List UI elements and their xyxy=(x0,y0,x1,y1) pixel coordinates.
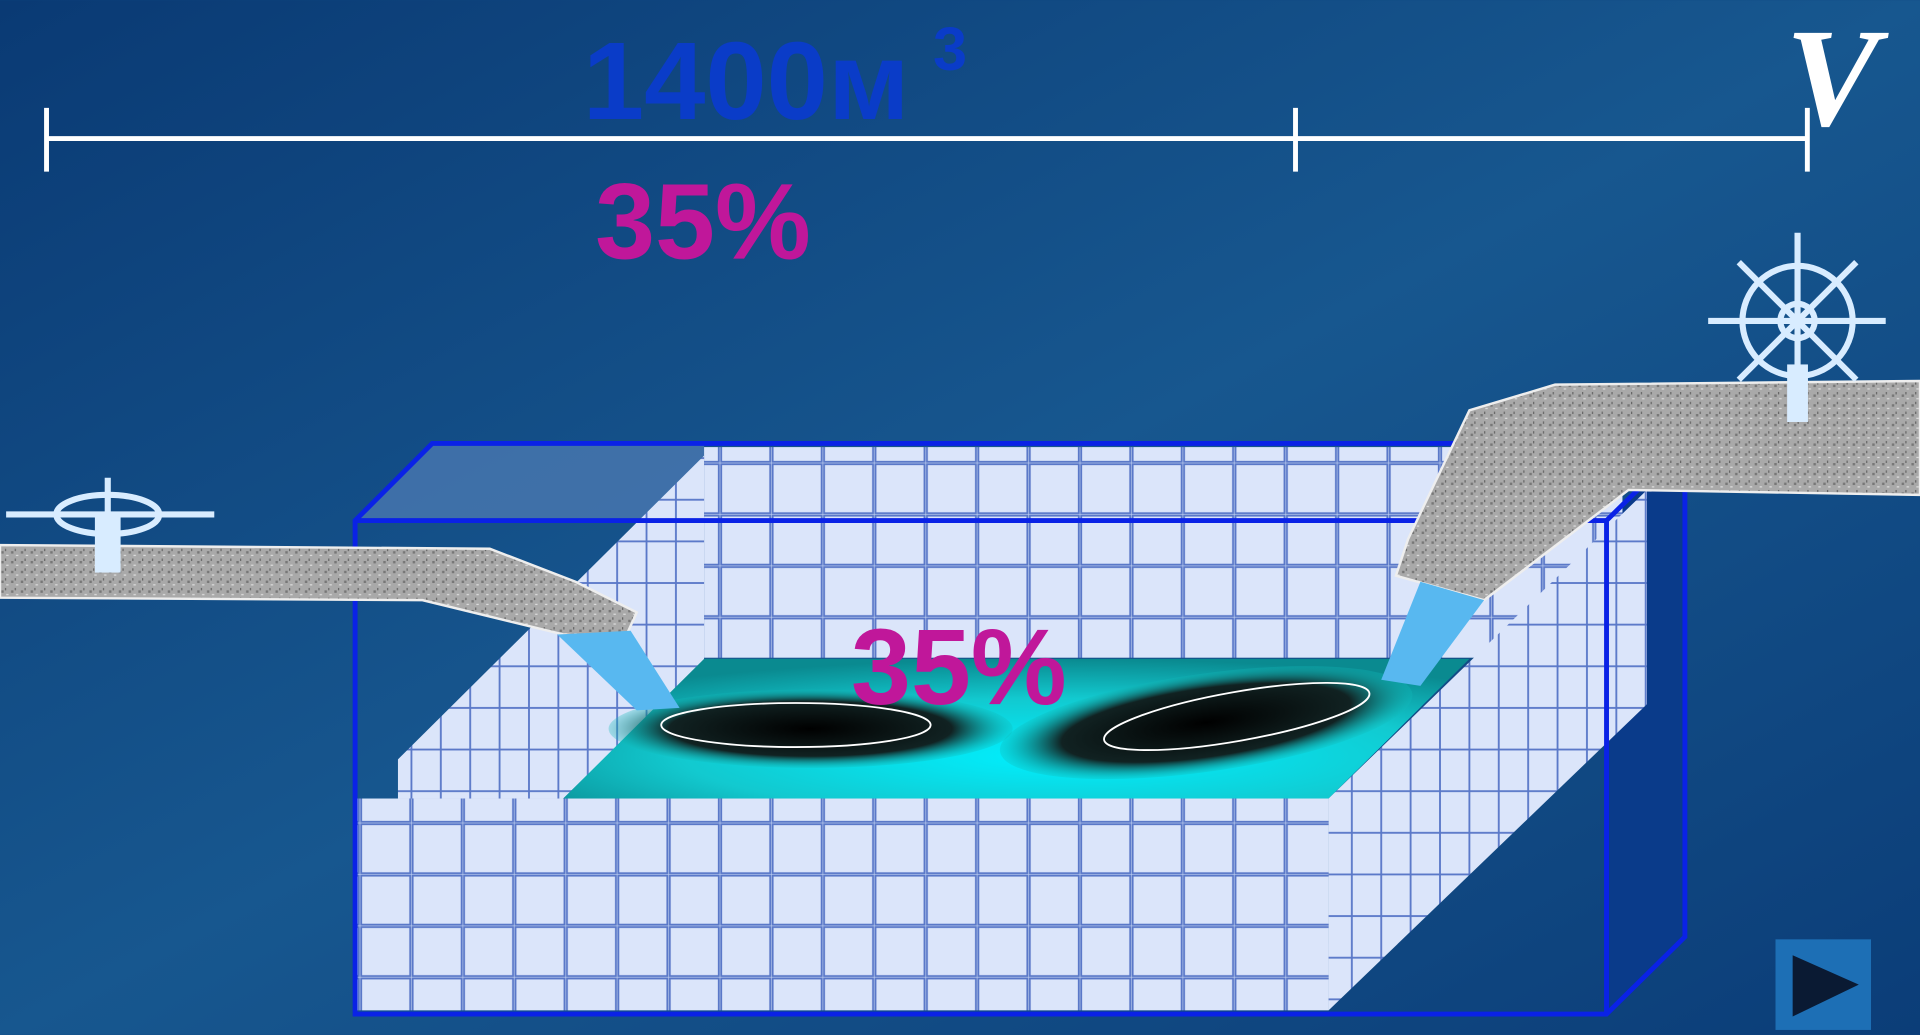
pipes xyxy=(0,379,1920,711)
volume-label: 1400м xyxy=(583,20,910,143)
axis-label: V xyxy=(1785,1,1889,156)
volume-exponent: 3 xyxy=(933,15,967,83)
top-percent: 35% xyxy=(595,161,811,282)
next-button[interactable] xyxy=(1775,939,1872,1030)
pool-percent: 35% xyxy=(851,606,1067,727)
scale-line xyxy=(44,107,1810,172)
valves xyxy=(6,232,1886,573)
